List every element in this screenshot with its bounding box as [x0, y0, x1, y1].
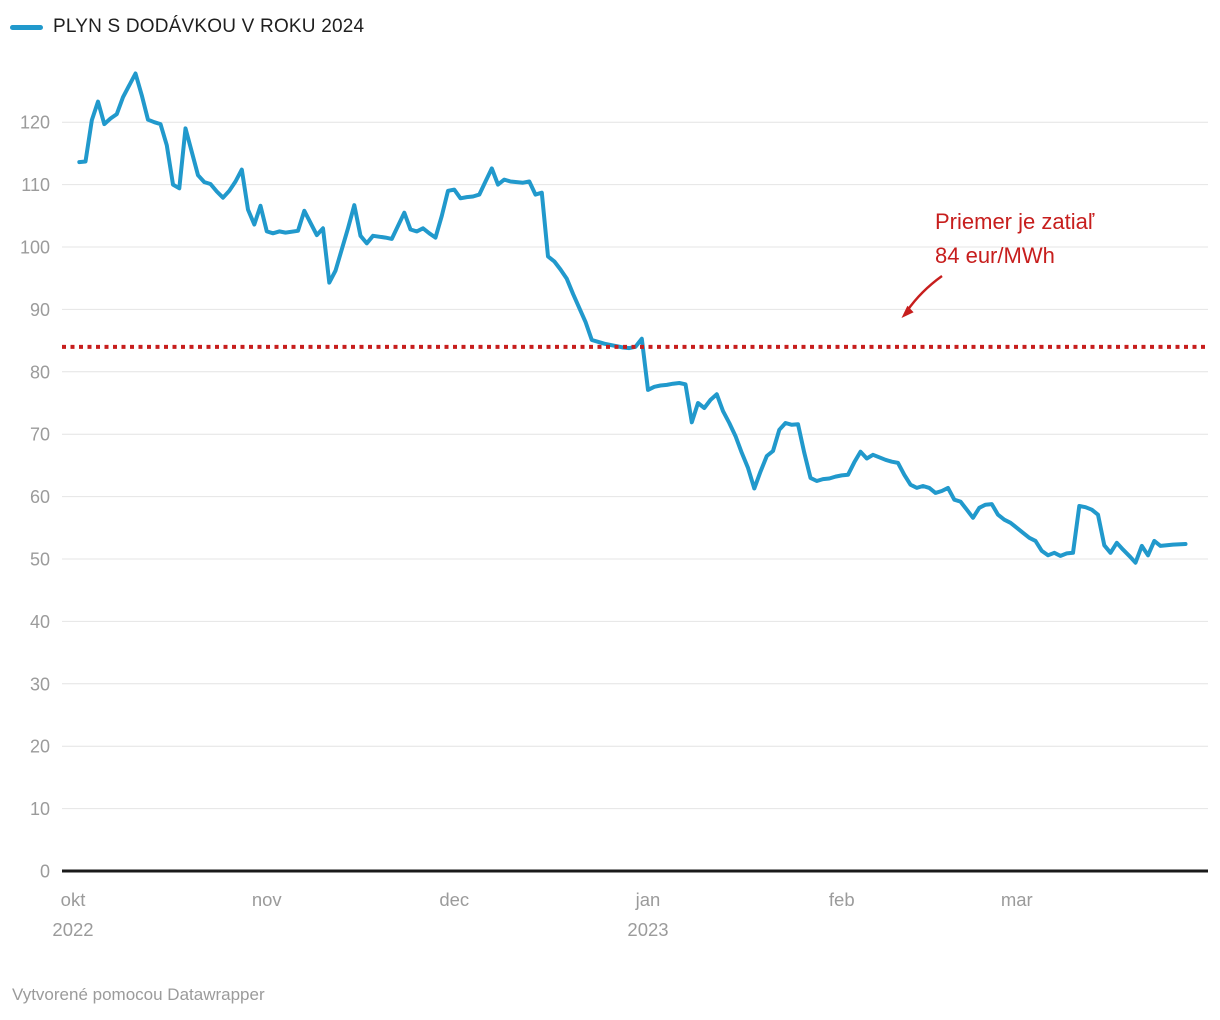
y-tick-label: 20 [30, 737, 50, 757]
y-tick-label: 0 [40, 862, 50, 882]
legend-series-label: PLYN S DODÁVKOU V ROKU 2024 [53, 16, 365, 37]
annotation-arrow [906, 275, 943, 312]
series-line [77, 71, 1188, 565]
y-tick-label: 120 [20, 113, 50, 133]
x-tick-label: jan [635, 889, 661, 910]
x-tick-label: mar [1001, 889, 1033, 910]
legend-line-swatch [10, 24, 43, 30]
y-tick-label: 110 [21, 175, 50, 195]
x-tick-year-label: 2022 [52, 919, 93, 940]
annotation-arrowhead [901, 305, 914, 318]
y-tick-label: 90 [30, 300, 50, 320]
y-tick-label: 40 [30, 612, 50, 632]
y-tick-label: 80 [30, 362, 50, 382]
annotation-line1: Priemer je zatiaľ [935, 209, 1095, 234]
y-tick-label: 60 [30, 487, 50, 507]
reference-annotation: Priemer je zatiaľ 84 eur/MWh [935, 205, 1094, 273]
y-tick-label: 10 [30, 799, 50, 819]
attribution-text: Vytvorené pomocou Datawrapper [12, 985, 265, 1004]
x-tick-label: okt [61, 889, 86, 910]
annotation-line2: 84 eur/MWh [935, 243, 1055, 268]
x-tick-year-label: 2023 [627, 919, 668, 940]
y-tick-label: 30 [30, 674, 50, 694]
y-tick-label: 100 [20, 238, 50, 258]
legend: PLYN S DODÁVKOU V ROKU 2024 [10, 16, 364, 38]
y-tick-label: 70 [30, 425, 50, 445]
x-tick-label: nov [252, 889, 283, 910]
x-tick-label: dec [439, 889, 469, 910]
y-tick-label: 50 [30, 550, 50, 570]
x-tick-label: feb [829, 889, 855, 910]
